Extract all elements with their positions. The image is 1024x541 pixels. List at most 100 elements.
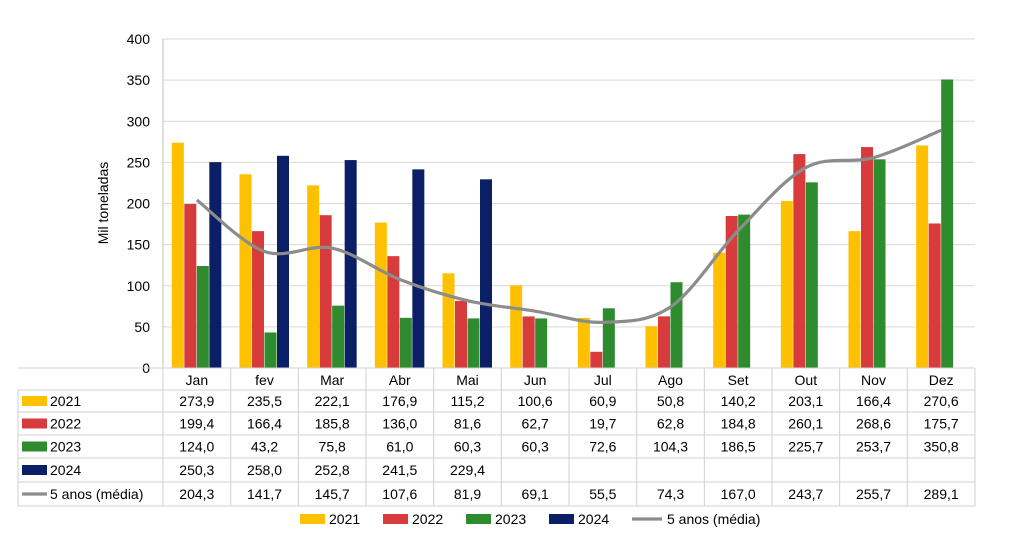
legend-label-2021: 2021 [329, 511, 360, 527]
row-key-2021 [22, 396, 47, 406]
bar-2021-Mar [307, 185, 320, 368]
category-label-Mai: Mai [456, 372, 479, 388]
bar-2022-Jan [184, 203, 197, 368]
category-label-Out: Out [795, 372, 818, 388]
table-cell: 166,4 [856, 393, 891, 409]
bar-2021-Jun [510, 285, 523, 368]
bar-2022-Jun [522, 316, 535, 368]
table-cell: 74,3 [657, 486, 684, 502]
y-axis-label: Mil toneladas [95, 162, 111, 245]
table-cell: 289,1 [924, 486, 959, 502]
bar-2022-Ago [658, 316, 670, 368]
bar-2021-Jan [171, 142, 184, 368]
gridlines [163, 38, 975, 369]
bar-2022-Nov [861, 147, 873, 368]
bar-2021-Out [780, 200, 793, 368]
table-cell: 184,8 [721, 416, 756, 432]
category-label-Nov: Nov [861, 372, 886, 388]
table-cell: 270,6 [924, 393, 959, 409]
y-tick-label: 100 [127, 278, 151, 294]
bar-2024-Mai [480, 179, 492, 368]
category-label-Dez: Dez [929, 372, 954, 388]
y-tick-label: 50 [134, 319, 150, 335]
y-tick-label: 250 [127, 154, 151, 170]
table-cell: 204,3 [179, 486, 214, 502]
table-cell: 81,9 [454, 486, 481, 502]
bar-2024-Abr [412, 169, 425, 368]
bar-2022-Out [793, 154, 806, 368]
table-cell: 75,8 [319, 439, 346, 455]
bar-2024-Mar [344, 160, 357, 368]
data-table: Jan fev Mar Abr Mai Jun Jul Ago Set Out Nov Dez 2021… [17, 367, 976, 507]
bar-2023-Jun [535, 318, 548, 368]
bar-2021-Ago [645, 326, 658, 368]
y-tick-label: 150 [127, 237, 151, 253]
table-cell: 222,1 [315, 393, 350, 409]
bar-2024-Jan [209, 162, 222, 368]
table-cell: 166,4 [247, 416, 282, 432]
bar-2023-Dez [941, 79, 954, 368]
bar-2022-Mar [319, 215, 332, 368]
table-cell: 61,0 [386, 439, 413, 455]
bar-2022-Set [725, 216, 738, 368]
legend-key-2023 [466, 514, 491, 524]
category-label-Jul: Jul [594, 372, 612, 388]
legend-key-2021 [300, 514, 325, 524]
table-cell: 350,8 [924, 439, 959, 455]
row-label-2022: 2022 [50, 416, 81, 432]
row-label-2021: 2021 [50, 393, 81, 409]
y-tick-label: 300 [127, 113, 151, 129]
category-label-Abr: Abr [389, 372, 411, 388]
table-cell: 241,5 [382, 462, 417, 478]
table-cell: 260,1 [788, 416, 823, 432]
table-cell: 100,6 [518, 393, 553, 409]
table-cell: 19,7 [589, 416, 616, 432]
bar-2022-Dez [928, 223, 941, 368]
bar-2023-Jan [196, 266, 209, 368]
row-key-2023 [22, 441, 47, 452]
table-cell: 145,7 [315, 486, 350, 502]
table-cell: 243,7 [788, 486, 823, 502]
table-cell: 60,3 [454, 439, 481, 455]
bar-2024-fev [277, 155, 289, 368]
bar-2021-fev [239, 174, 252, 368]
row-label-5 anos (média): 5 anos (média) [50, 486, 143, 502]
table-cell: 124,0 [179, 439, 214, 455]
category-label-Ago: Ago [658, 372, 683, 388]
table-cell: 60,9 [589, 393, 616, 409]
table-cell: 175,7 [924, 416, 959, 432]
row-key-2024 [22, 465, 47, 475]
table-cell: 185,8 [315, 416, 350, 432]
table-cell: 258,0 [247, 462, 282, 478]
table-cell: 235,5 [247, 393, 282, 409]
table-cell: 176,9 [382, 393, 417, 409]
table-cell: 229,4 [450, 462, 485, 478]
table-cell: 186,5 [721, 439, 756, 455]
bar-2023-Set [738, 214, 751, 368]
bars [171, 79, 954, 368]
bar-2023-Ago [670, 282, 683, 368]
bar-2023-Mai [467, 318, 480, 368]
bar-2022-Abr [387, 256, 400, 368]
table-cell: 62,7 [522, 416, 549, 432]
y-tick-label: 200 [127, 196, 151, 212]
bar-2023-Abr [399, 317, 412, 368]
bar-2023-Mar [332, 305, 345, 368]
bar-2022-Mai [455, 300, 467, 368]
legend-label-2023: 2023 [495, 511, 526, 527]
category-label-fev: fev [255, 372, 274, 388]
category-label-Mar: Mar [320, 372, 344, 388]
bar-2021-Dez [916, 145, 929, 368]
table-cell: 55,5 [589, 486, 616, 502]
bar-2021-Nov [848, 231, 861, 368]
row-label-2023: 2023 [50, 439, 81, 455]
bar-2023-Jul [602, 308, 615, 368]
bar-2023-Nov [873, 159, 886, 368]
y-tick-label: 350 [127, 72, 151, 88]
bar-2023-Out [805, 182, 818, 368]
table-cell: 203,1 [788, 393, 823, 409]
table-cell: 69,1 [522, 486, 549, 502]
category-label-Set: Set [728, 372, 749, 388]
bar-2022-fev [252, 231, 264, 368]
